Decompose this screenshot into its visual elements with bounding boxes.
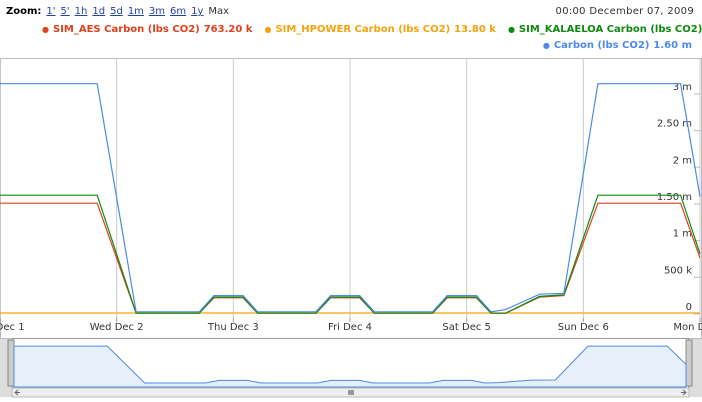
scroll-right-arrow[interactable] bbox=[681, 389, 687, 396]
zoom-option[interactable]: 1m bbox=[127, 6, 144, 17]
navigator-left-handle[interactable] bbox=[7, 339, 15, 387]
x-tick-label: Tue Dec 1 bbox=[0, 322, 25, 333]
legend-entry: ● SIM_AES Carbon (lbs CO2) 763.20 k bbox=[42, 24, 252, 35]
legend-name: SIM_KALAELOA Carbon (lbs CO2) bbox=[518, 24, 702, 35]
y-tick-label: 2.50 m bbox=[657, 119, 692, 130]
y-tick-label: 1.50 m bbox=[657, 192, 692, 203]
scroll-left-arrow[interactable] bbox=[14, 389, 20, 396]
navigator-area bbox=[13, 345, 687, 388]
zoom-label: Zoom: bbox=[6, 6, 42, 17]
y-tick-label: 1 m bbox=[673, 229, 692, 240]
x-tick-label: Sat Dec 5 bbox=[442, 322, 490, 333]
zoom-option: Max bbox=[208, 6, 230, 17]
y-tick-label: 500 k bbox=[664, 265, 692, 276]
zoom-bar: Zoom: 1' 5' 1h 1d 5d 1m 3m 6m 1y Max bbox=[6, 6, 229, 17]
current-date: 00:00 December 07, 2009 bbox=[555, 6, 694, 17]
scrollbar-grip[interactable] bbox=[348, 390, 354, 395]
zoom-option[interactable]: 1' bbox=[46, 6, 56, 17]
navigator-right-handle[interactable] bbox=[685, 339, 693, 387]
legend-dot: ● bbox=[264, 25, 272, 34]
zoom-option[interactable]: 5' bbox=[60, 6, 70, 17]
legend-value: 763.20 k bbox=[203, 24, 253, 35]
y-tick-label: 3 m bbox=[673, 82, 692, 93]
x-tick-label: Fri Dec 4 bbox=[328, 322, 372, 333]
zoom-option[interactable]: 5d bbox=[110, 6, 123, 17]
legend-name: Carbon (lbs CO2) bbox=[553, 40, 650, 51]
legend-value: 1.60 m bbox=[653, 40, 692, 51]
x-tick-label: Sun Dec 6 bbox=[558, 322, 609, 333]
zoom-option[interactable]: 1d bbox=[92, 6, 106, 17]
series-line bbox=[0, 83, 701, 313]
legend-dot: ● bbox=[42, 25, 49, 34]
x-tick-label: Wed Dec 2 bbox=[90, 322, 144, 333]
zoom-option[interactable]: 1h bbox=[74, 6, 88, 17]
y-tick-label: 0 bbox=[686, 302, 692, 313]
legend-entry: ● Carbon (lbs CO2) 1.60 m bbox=[543, 40, 692, 51]
x-tick-label: Mon Dec 7 bbox=[673, 322, 702, 333]
legend-entry: ● SIM_HPOWER Carbon (lbs CO2) 13.80 k bbox=[264, 24, 495, 35]
legend: ● SIM_AES Carbon (lbs CO2) 763.20 k ● SIM_HP… bbox=[30, 22, 702, 54]
zoom-option[interactable]: 6m bbox=[170, 6, 187, 17]
legend-name: SIM_HPOWER Carbon (lbs CO2) bbox=[275, 24, 451, 35]
legend-name: SIM_AES Carbon (lbs CO2) bbox=[52, 24, 200, 35]
legend-entry: ●SIM_KALAELOA Carbon (lbs CO2)820 k bbox=[508, 24, 702, 35]
zoom-option[interactable]: 3m bbox=[148, 6, 166, 17]
legend-value: 13.80 k bbox=[454, 24, 496, 35]
series-line bbox=[0, 194, 701, 314]
y-tick-label: 2 m bbox=[673, 155, 692, 166]
zoom-option[interactable]: 1y bbox=[191, 6, 204, 17]
legend-dot: ● bbox=[542, 41, 550, 50]
x-tick-label: Thu Dec 3 bbox=[207, 322, 259, 333]
legend-dot: ● bbox=[507, 25, 515, 34]
